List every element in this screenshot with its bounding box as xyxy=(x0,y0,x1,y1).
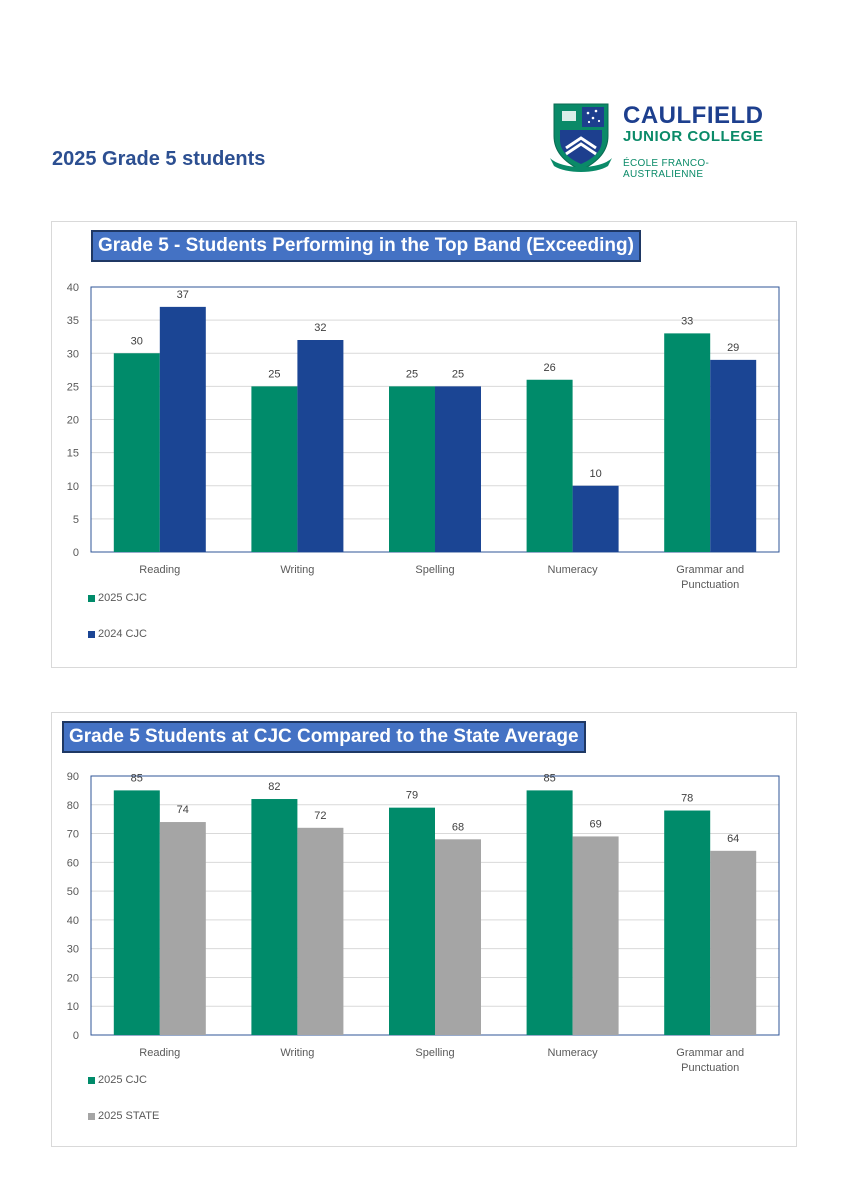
legend-swatch xyxy=(88,630,95,638)
college-logo: CAULFIELD JUNIOR COLLEGE ÉCOLE FRANCO-AU… xyxy=(548,100,788,180)
x-tick-label: Numeracy xyxy=(548,1047,599,1059)
legend-label: 2024 CJC xyxy=(98,628,147,640)
y-tick-label: 35 xyxy=(67,315,79,327)
legend-item-2024-cjc: 2024 CJC xyxy=(88,627,147,641)
bar-2024-cjc-spelling xyxy=(435,386,481,552)
data-label: 25 xyxy=(406,368,418,380)
bar-2025-cjc-reading xyxy=(113,790,160,1035)
data-label: 32 xyxy=(314,322,326,334)
chart-panel-state-comparison: 0 10 20 30 40 50 60 70 80 90 85 74 Reading 82 72 Writin… xyxy=(51,712,797,1147)
legend-state-comparison: 2025 CJC 2025 STATE xyxy=(88,1073,159,1145)
data-label: 72 xyxy=(314,810,326,822)
x-tick-label: Grammar and xyxy=(676,564,744,576)
y-tick-label: 70 xyxy=(67,829,79,841)
data-label: 37 xyxy=(177,289,189,301)
y-tick-label: 30 xyxy=(67,944,79,956)
bar-2025-cjc-numeracy xyxy=(526,790,573,1035)
chart-top-band: 0 5 10 15 20 25 30 35 40 30 37 Reading 25 32 Writing 25… xyxy=(67,282,780,591)
logo-line-3: ÉCOLE FRANCO-AUSTRALIENNE xyxy=(623,158,710,180)
legend-top-band: 2025 CJC 2024 CJC xyxy=(88,591,147,663)
legend-label: 2025 CJC xyxy=(98,1074,147,1086)
y-tick-label: 60 xyxy=(67,857,79,869)
logo-line-1: CAULFIELD xyxy=(623,102,764,129)
legend-label: 2025 CJC xyxy=(98,592,147,604)
bar-2025-cjc-grammar-and-punctuation xyxy=(664,333,711,552)
data-label: 85 xyxy=(131,772,143,784)
x-tick-label: Reading xyxy=(139,1047,180,1059)
x-tick-label: Writing xyxy=(280,564,314,576)
bar-2024-cjc-grammar-and-punctuation xyxy=(710,359,757,552)
bar-2025-cjc-writing xyxy=(251,386,298,552)
data-label: 26 xyxy=(543,362,555,374)
chart-title-top-band: Grade 5 - Students Performing in the Top… xyxy=(91,230,641,262)
y-tick-label: 80 xyxy=(67,800,79,812)
data-label: 25 xyxy=(452,368,464,380)
data-label: 25 xyxy=(268,368,280,380)
y-tick-label: 25 xyxy=(67,381,79,393)
bar-2025-state-reading xyxy=(159,822,206,1035)
y-tick-label: 30 xyxy=(67,348,79,360)
y-tick-label: 5 xyxy=(73,514,79,526)
data-label: 10 xyxy=(589,468,601,480)
legend-label: 2025 STATE xyxy=(98,1110,160,1122)
bar-2025-cjc-writing xyxy=(251,799,298,1035)
y-tick-label: 15 xyxy=(67,448,79,460)
bar-2025-cjc-spelling xyxy=(389,807,435,1035)
x-tick-label: Grammar and xyxy=(676,1047,744,1059)
bar-2025-cjc-spelling xyxy=(389,386,435,552)
x-tick-label: Punctuation xyxy=(681,579,739,591)
y-tick-label: 40 xyxy=(67,282,79,294)
y-tick-label: 90 xyxy=(67,771,79,783)
x-tick-label: Spelling xyxy=(415,564,454,576)
legend-swatch xyxy=(88,1112,95,1120)
bar-2025-state-numeracy xyxy=(572,836,619,1035)
bar-2025-cjc-numeracy xyxy=(526,379,573,552)
x-tick-label: Writing xyxy=(280,1047,314,1059)
y-tick-label: 0 xyxy=(73,1030,79,1042)
data-label: 85 xyxy=(543,772,555,784)
chart-state-comparison: 0 10 20 30 40 50 60 70 80 90 85 74 Reading 82 72 Writin… xyxy=(67,771,780,1074)
data-label: 69 xyxy=(589,818,601,830)
data-label: 82 xyxy=(268,781,280,793)
data-label: 29 xyxy=(727,342,739,354)
y-tick-label: 20 xyxy=(67,415,79,427)
chart-title-state-comparison: Grade 5 Students at CJC Compared to the … xyxy=(62,721,586,753)
bar-2024-cjc-numeracy xyxy=(572,485,619,552)
bar-2025-state-spelling xyxy=(435,839,481,1035)
legend-swatch xyxy=(88,1076,95,1084)
x-tick-label: Spelling xyxy=(415,1047,454,1059)
y-tick-label: 50 xyxy=(67,886,79,898)
legend-item-2025-cjc: 2025 CJC xyxy=(88,591,147,605)
x-tick-label: Reading xyxy=(139,564,180,576)
y-tick-label: 10 xyxy=(67,1001,79,1013)
data-label: 68 xyxy=(452,821,464,833)
x-tick-label: Punctuation xyxy=(681,1062,739,1074)
data-label: 74 xyxy=(177,804,189,816)
data-label: 79 xyxy=(406,790,418,802)
bar-2025-state-grammar-and-punctuation xyxy=(710,850,757,1035)
page-heading: 2025 Grade 5 students xyxy=(52,148,266,170)
bar-2025-state-writing xyxy=(297,827,344,1035)
bar-2024-cjc-reading xyxy=(159,306,206,552)
x-tick-label: Numeracy xyxy=(548,564,599,576)
data-label: 64 xyxy=(727,833,739,845)
legend-swatch xyxy=(88,594,95,602)
bar-2025-cjc-reading xyxy=(113,353,160,552)
y-tick-label: 20 xyxy=(67,972,79,984)
y-tick-label: 10 xyxy=(67,481,79,493)
bar-2025-cjc-grammar-and-punctuation xyxy=(664,810,711,1035)
crest-icon xyxy=(550,103,612,172)
chart-panel-top-band: 0 5 10 15 20 25 30 35 40 30 37 Reading 25 32 Writing 25… xyxy=(51,221,797,668)
legend-item-2025-cjc: 2025 CJC xyxy=(88,1073,159,1087)
y-tick-label: 40 xyxy=(67,915,79,927)
data-label: 33 xyxy=(681,315,693,327)
legend-item-2025-state: 2025 STATE xyxy=(88,1109,159,1123)
logo-line-2: JUNIOR COLLEGE xyxy=(623,128,764,145)
bar-2024-cjc-writing xyxy=(297,340,344,552)
y-tick-label: 0 xyxy=(73,547,79,559)
data-label: 30 xyxy=(131,335,143,347)
data-label: 78 xyxy=(681,793,693,805)
